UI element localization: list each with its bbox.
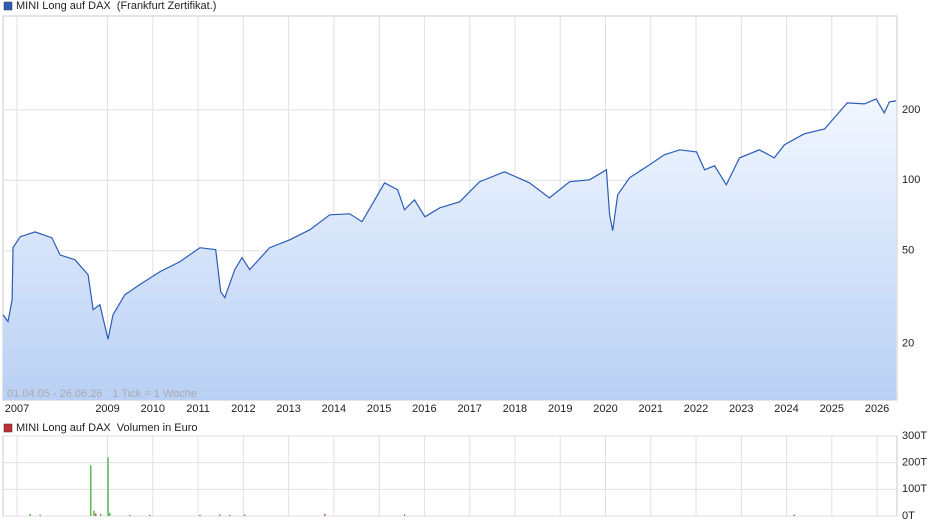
legend-label: MINI Long auf DAX (16, 0, 111, 12)
y-tick-label: 200T (902, 457, 927, 469)
legend-label: MINI Long auf DAX (16, 422, 111, 434)
x-tick-label: 2013 (276, 403, 300, 415)
volume-bar (219, 514, 221, 516)
x-tick-label: 2019 (548, 403, 572, 415)
x-tick-label: 2014 (322, 403, 346, 415)
legend-swatch (3, 1, 13, 11)
volume-bar (244, 514, 246, 516)
x-tick-label: 2007 (5, 403, 29, 415)
y-tick-label: 200 (902, 104, 920, 116)
x-tick-label: 2010 (141, 403, 165, 415)
volume-bar (90, 465, 92, 516)
volume-bar (229, 514, 231, 516)
volume-bar (107, 457, 109, 516)
volume-bar (93, 510, 95, 516)
volume-bar (95, 513, 97, 516)
volume-bar (403, 514, 406, 516)
x-tick-label: 2018 (503, 403, 527, 415)
x-tick-label: 2016 (412, 403, 436, 415)
volume-bar (39, 514, 41, 516)
area-fill (3, 98, 897, 401)
legend-sublabel: (Frankfurt Zertifikat.) (117, 0, 217, 12)
tick-note: 1 Tick = 1 Woche (112, 388, 196, 400)
period-note: 01.04.05 - 26.06.26 (7, 388, 102, 400)
x-tick-label: 2022 (684, 403, 708, 415)
plot-frame (2, 435, 898, 517)
volume-bar (199, 514, 201, 516)
x-tick-label: 2023 (729, 403, 753, 415)
volume-bar (129, 514, 131, 516)
x-tick-label: 2025 (820, 403, 844, 415)
y-tick-label: 20 (902, 338, 914, 350)
x-tick-label: 2012 (231, 403, 255, 415)
x-tick-label: 2015 (367, 403, 391, 415)
x-tick-label: 2011 (186, 403, 210, 415)
y-tick-label: 50 (902, 245, 914, 257)
volume-bar (100, 513, 102, 516)
y-tick-label: 300T (902, 430, 927, 442)
volume-bar (793, 514, 795, 516)
volume-bar (29, 513, 31, 516)
y-tick-label: 0T (902, 510, 915, 522)
x-tick-label: 2020 (593, 403, 617, 415)
price-line (2, 98, 897, 340)
x-tick-label: 2021 (639, 403, 663, 415)
legend-swatch (3, 423, 13, 433)
volume-bar (109, 512, 111, 516)
x-tick-label: 2024 (774, 403, 798, 415)
y-tick-label: 100 (902, 174, 920, 186)
x-tick-label: 2026 (865, 403, 889, 415)
y-tick-label: 100T (902, 483, 927, 495)
x-tick-label: 2017 (457, 403, 481, 415)
volume-bar (324, 513, 326, 516)
volume-bar (149, 514, 151, 516)
x-tick-label: 2009 (95, 403, 119, 415)
legend-sublabel: Volumen in Euro (117, 422, 198, 434)
